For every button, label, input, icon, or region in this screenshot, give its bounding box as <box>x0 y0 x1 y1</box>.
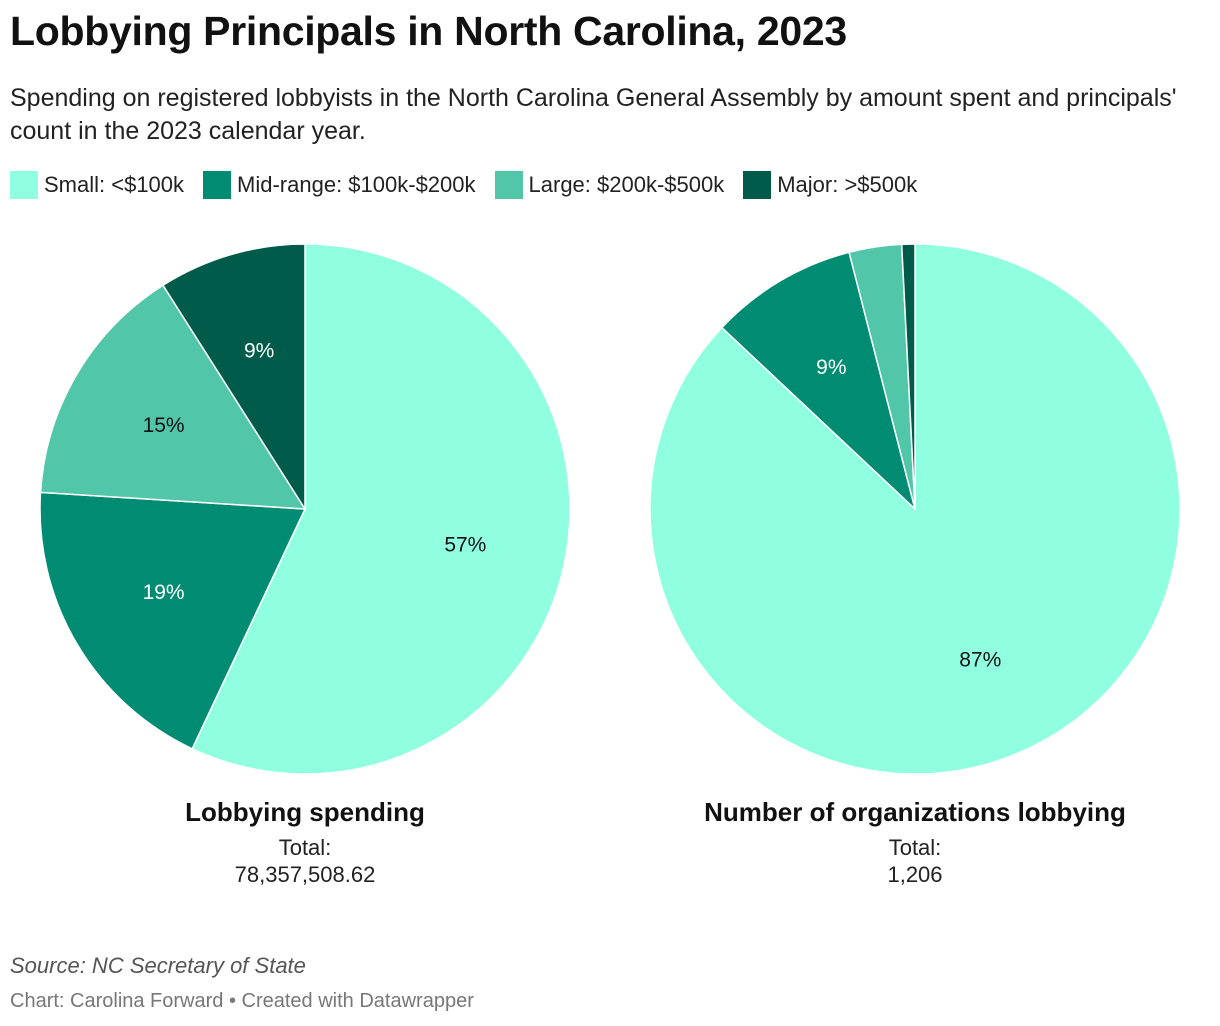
organizations-slice-major <box>900 243 916 510</box>
spending-slice-mid-range <box>39 491 307 750</box>
legend-item-major: Major: >$500k <box>743 171 917 199</box>
spending-label-small: 57% <box>444 533 486 556</box>
organizations-slice-small <box>649 243 1181 775</box>
legend-label-small: Small: <$100k <box>44 172 185 197</box>
spending-total-label: Total: <box>278 835 332 860</box>
spending-pie-title: Lobbying spending <box>185 797 425 827</box>
spending-pie-caption: Lobbying spending Total: 78,357,508.62 <box>5 796 605 888</box>
spending-label-major: 9% <box>244 340 274 363</box>
legend-swatch-small <box>10 171 38 199</box>
organizations-total-value: 1,206 <box>887 862 943 887</box>
legend-item-large: Large: $200k-$500k <box>494 171 725 199</box>
organizations-label-small: 87% <box>959 648 1001 671</box>
chart-title: Lobbying Principals in North Carolina, 2… <box>10 8 847 54</box>
organizations-total-label: Total: <box>888 835 942 860</box>
legend-swatch-mid-range <box>203 171 232 199</box>
credit-line: Chart: Carolina Forward • Created with D… <box>10 990 474 1012</box>
source-note: Source: NC Secretary of State <box>10 953 306 978</box>
chart-subtitle: Spending on registered lobbyists in the … <box>10 84 1177 145</box>
legend-label-major: Major: >$500k <box>777 172 918 197</box>
spending-pie-labels: 57% 19% 15% 9% <box>143 340 487 604</box>
spending-label-large: 15% <box>143 414 185 437</box>
spending-total-value: 78,357,508.62 <box>234 862 376 887</box>
spending-slice-large <box>39 284 307 510</box>
legend-label-large: Large: $200k-$500k <box>528 172 725 197</box>
spending-pie <box>39 243 571 775</box>
legend-swatch-major <box>743 171 772 199</box>
legend-label-mid-range: Mid-range: $100k-$200k <box>237 172 476 197</box>
legend-item-small: Small: <$100k <box>10 171 184 199</box>
legend-item-mid-range: Mid-range: $100k-$200k <box>203 171 476 199</box>
spending-pie-total: Total: 78,357,508.62 <box>5 834 605 888</box>
organizations-pie-title: Number of organizations lobbying <box>704 797 1126 827</box>
legend: Small: <$100k Mid-range: $100k-$200k Lar… <box>10 171 936 199</box>
legend-swatch-large <box>494 171 523 199</box>
organizations-label-mid-range: 9% <box>816 356 846 379</box>
spending-slice-major <box>161 243 306 512</box>
organizations-slice-mid-range <box>720 251 917 512</box>
spending-label-mid-range: 19% <box>143 581 185 604</box>
organizations-pie <box>649 243 1181 775</box>
spending-slice-small <box>191 243 571 775</box>
organizations-pie-total: Total: 1,206 <box>615 834 1215 888</box>
organizations-pie-labels: 87% 9% <box>816 356 1001 671</box>
organizations-pie-caption: Number of organizations lobbying Total: … <box>615 796 1215 888</box>
